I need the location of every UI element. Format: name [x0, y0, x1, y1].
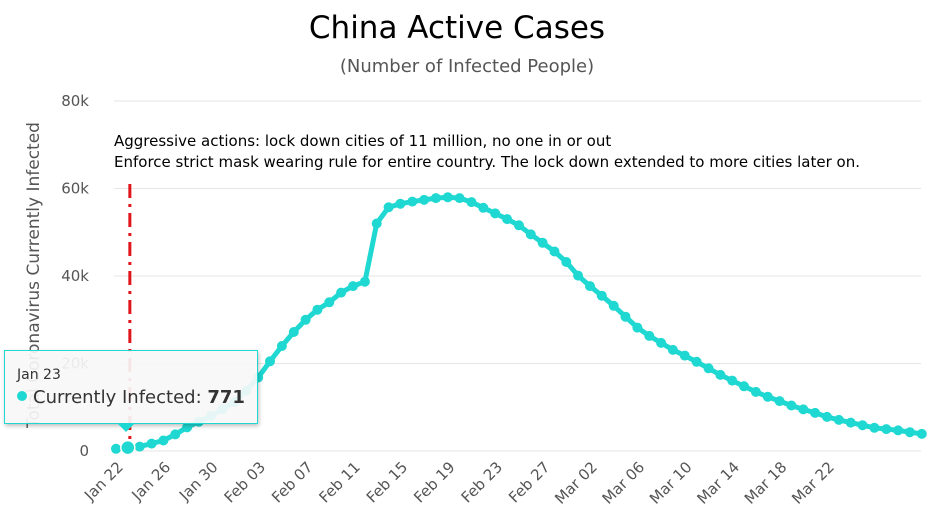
data-point[interactable] [845, 417, 856, 428]
data-point[interactable] [525, 229, 536, 240]
data-point[interactable] [395, 198, 406, 209]
data-point[interactable] [466, 197, 477, 208]
x-tick-label: Feb 27 [505, 458, 553, 506]
data-point[interactable] [561, 257, 572, 267]
tooltip-pointer [117, 423, 135, 432]
tooltip: Jan 23 Currently Infected: 771 [4, 350, 258, 424]
chart-subtitle: (Number of Infected People) [340, 56, 594, 77]
tooltip-series-dot-icon [17, 391, 27, 401]
y-tick-label: 80k [61, 92, 89, 110]
data-point[interactable] [537, 237, 548, 248]
data-point[interactable] [407, 196, 418, 207]
tooltip-value: 771 [207, 387, 245, 408]
data-point[interactable] [134, 441, 145, 452]
grid-lines [114, 100, 921, 452]
annotation-line-1: Aggressive actions: lock down cities of … [114, 132, 611, 150]
data-point[interactable] [644, 330, 655, 341]
x-tick-label: Feb 11 [315, 458, 363, 506]
data-point[interactable] [703, 363, 714, 374]
data-point[interactable] [774, 396, 785, 407]
data-point[interactable] [158, 435, 169, 446]
data-point[interactable] [111, 443, 121, 454]
data-point[interactable] [288, 327, 299, 337]
x-tick-label: Mar 02 [551, 458, 601, 508]
tooltip-row: Currently Infected: 771 [17, 387, 245, 408]
data-point[interactable] [585, 281, 595, 292]
data-point[interactable] [371, 218, 382, 229]
chart-title: China Active Cases [309, 10, 605, 46]
hovered-data-point[interactable] [120, 439, 136, 456]
y-tick-label: 40k [61, 267, 89, 285]
data-point[interactable] [667, 344, 678, 355]
data-point[interactable] [727, 375, 738, 386]
data-point[interactable] [490, 208, 501, 219]
data-point[interactable] [549, 246, 560, 257]
data-point[interactable] [478, 202, 489, 213]
data-point[interactable] [336, 287, 347, 298]
data-point[interactable] [276, 341, 287, 351]
data-point[interactable] [419, 194, 430, 205]
data-point[interactable] [383, 202, 394, 213]
tooltip-series-name: Currently Infected: [33, 387, 208, 408]
data-point[interactable] [916, 428, 927, 439]
data-point[interactable] [182, 422, 193, 433]
data-point[interactable] [691, 356, 702, 367]
x-tick-label: Jan 22 [80, 458, 127, 505]
data-point[interactable] [810, 407, 821, 418]
data-point[interactable] [750, 386, 761, 397]
data-point[interactable] [170, 429, 181, 440]
annotation-line-2: Enforce strict mask wearing rule for ent… [114, 153, 860, 171]
data-point[interactable] [893, 425, 904, 436]
x-tick-label: Feb 03 [221, 458, 269, 506]
data-point[interactable] [904, 427, 915, 438]
tooltip-date: Jan 23 [17, 367, 61, 383]
data-point[interactable] [513, 220, 524, 231]
data-point[interactable] [881, 424, 892, 435]
x-tick-label: Mar 06 [599, 458, 649, 508]
x-tick-label: Jan 30 [175, 458, 222, 505]
data-point[interactable] [822, 411, 832, 422]
data-point[interactable] [454, 193, 465, 204]
data-point[interactable] [442, 192, 453, 203]
data-point[interactable] [430, 193, 441, 204]
data-point[interactable] [679, 350, 690, 361]
data-point[interactable] [656, 337, 667, 348]
x-tick-label: Feb 15 [363, 458, 411, 506]
data-point[interactable] [857, 420, 868, 431]
x-tick-label: Jan 26 [128, 458, 175, 505]
x-tick-label: Mar 10 [646, 458, 696, 508]
data-point[interactable] [608, 300, 619, 311]
x-tick-label: Mar 14 [693, 458, 743, 508]
data-point[interactable] [632, 322, 643, 333]
x-tick-label: Feb 19 [410, 458, 458, 506]
x-tick-label: Feb 23 [458, 458, 506, 506]
data-point[interactable] [265, 356, 275, 367]
data-point[interactable] [739, 381, 749, 392]
x-tick-label: Feb 07 [268, 458, 316, 506]
data-point[interactable] [146, 438, 157, 449]
data-point[interactable] [869, 422, 880, 433]
data-point[interactable] [798, 404, 809, 415]
y-tick-label: 0 [79, 442, 89, 460]
data-point[interactable] [348, 281, 358, 292]
data-point[interactable] [596, 290, 607, 301]
data-point[interactable] [833, 414, 844, 425]
data-point[interactable] [715, 369, 726, 380]
data-point[interactable] [300, 314, 311, 325]
series-currently-infected[interactable] [111, 192, 927, 456]
data-point[interactable] [762, 391, 773, 402]
x-axis-ticks: Jan 22 Jan 26 Jan 30 Feb 03 Feb 07 Feb 11 Feb … [80, 458, 838, 508]
data-point[interactable] [359, 276, 370, 287]
x-tick-label: Mar 18 [741, 458, 791, 508]
x-tick-label: Mar 22 [788, 458, 838, 508]
data-point[interactable] [312, 304, 323, 315]
data-point[interactable] [620, 311, 631, 322]
data-point[interactable] [502, 214, 513, 225]
data-point[interactable] [324, 297, 335, 308]
y-tick-label: 60k [61, 180, 89, 198]
data-point[interactable] [786, 400, 797, 411]
data-point[interactable] [573, 270, 584, 281]
